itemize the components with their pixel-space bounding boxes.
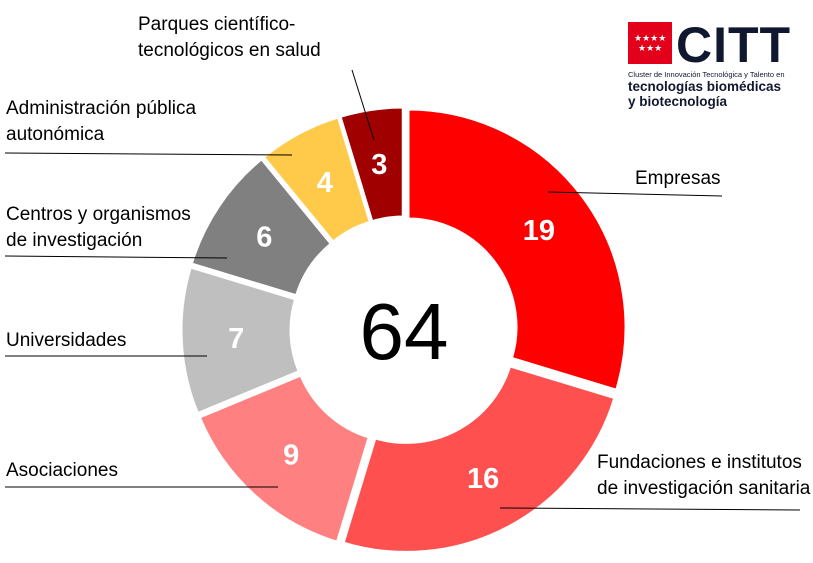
donut-slice [189,156,334,298]
category-label: Parques científico-tecnológicos en salud [138,14,321,61]
category-label: Empresas [635,168,721,189]
logo-line1: Cluster de Innovación Tecnológica y Tale… [628,70,785,79]
donut-slice [406,107,628,393]
category-label: Centros y organismos de investigación [6,204,191,251]
leader-line [351,69,375,141]
data-label: 3 [371,149,387,181]
category-label: Asociaciones [6,460,118,481]
category-label: Fundaciones e institutos de investigación… [597,452,811,499]
donut-slice [338,105,405,224]
logo-name: CITT [676,17,792,73]
leader-line [499,507,801,511]
logo-line2-3: tecnologías biomédicas y biotecnología [628,79,782,109]
madrid-flag-icon: ★★★★ ★★★ [628,22,672,64]
donut-slice [197,373,372,545]
data-label: 4 [317,167,333,199]
data-label: 6 [256,222,272,254]
donut-slice [179,265,302,416]
data-label: 19 [523,215,555,247]
total-label: 64 [360,287,449,376]
data-label: 7 [228,323,244,355]
data-label: 16 [467,463,499,495]
category-label: Universidades [6,330,127,351]
leader-line [4,255,228,259]
leader-line [4,152,293,156]
data-label: 9 [283,439,299,471]
donut-slice [261,115,373,245]
leader-line [547,191,723,197]
donut-slice [341,363,617,554]
category-label: Administración pública autonómica [6,98,197,145]
